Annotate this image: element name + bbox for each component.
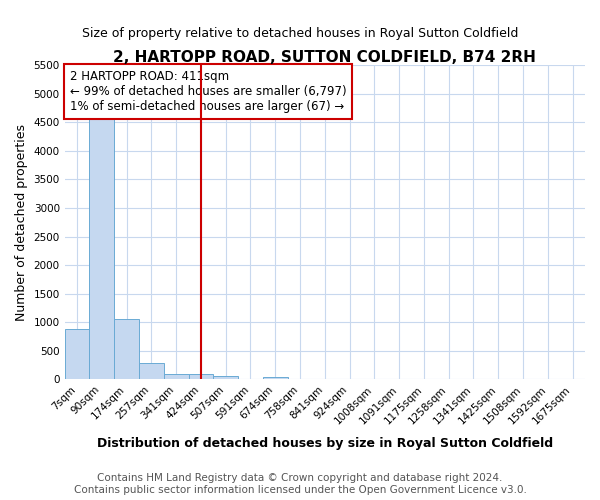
Bar (214, 376, 238, 380)
Bar (139, 363, 164, 380)
Title: 2, HARTOPP ROAD, SUTTON COLDFIELD, B74 2RH: 2, HARTOPP ROAD, SUTTON COLDFIELD, B74 2… (113, 50, 536, 65)
Bar (263, 376, 287, 380)
Bar (89, 118, 114, 380)
Text: Contains HM Land Registry data © Crown copyright and database right 2024.
Contai: Contains HM Land Registry data © Crown c… (74, 474, 526, 495)
Bar (164, 374, 188, 380)
Text: 2 HARTOPP ROAD: 411sqm
← 99% of detached houses are smaller (6,797)
1% of semi-d: 2 HARTOPP ROAD: 411sqm ← 99% of detached… (70, 70, 346, 112)
Bar (114, 319, 139, 380)
Bar (65, 329, 89, 380)
X-axis label: Distribution of detached houses by size in Royal Sutton Coldfield: Distribution of detached houses by size … (97, 437, 553, 450)
Y-axis label: Number of detached properties: Number of detached properties (15, 124, 28, 320)
Text: Size of property relative to detached houses in Royal Sutton Coldfield: Size of property relative to detached ho… (82, 28, 518, 40)
Bar (188, 374, 214, 380)
